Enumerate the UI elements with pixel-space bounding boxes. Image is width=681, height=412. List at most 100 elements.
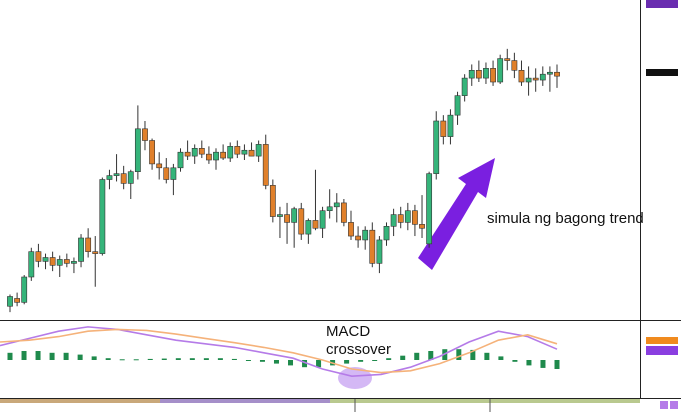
time-strip (330, 399, 640, 403)
candle-body (14, 298, 21, 303)
candle-body (191, 148, 198, 157)
candle-body (525, 77, 532, 83)
candle-body (149, 140, 155, 165)
histogram-bar (526, 360, 532, 366)
candle-body (532, 77, 539, 81)
candle-body (412, 210, 418, 225)
histogram-bar (554, 360, 560, 369)
candle-body (127, 171, 134, 184)
candle-body (383, 226, 390, 241)
histogram-bar (498, 356, 504, 360)
trend-annotation: simula ng bagong trend (487, 210, 644, 227)
histogram-bar (456, 349, 462, 360)
histogram-bar (21, 351, 27, 360)
histogram-bar (217, 358, 223, 360)
candle-body (312, 220, 319, 229)
candle-body (227, 146, 234, 159)
candle-body (340, 202, 347, 223)
candle-body (284, 214, 290, 223)
macd-line (0, 326, 558, 378)
candle-body (85, 237, 92, 252)
candle-body (355, 235, 361, 241)
candle-body (206, 153, 212, 161)
candle-body (433, 120, 440, 174)
candle-body (348, 222, 354, 237)
candle-body (7, 296, 13, 307)
candle-body (120, 173, 127, 184)
candle-body (326, 206, 333, 212)
candle-body (362, 229, 369, 241)
candle-body (419, 224, 425, 229)
candle-body (554, 71, 560, 77)
histogram-bar (175, 358, 181, 360)
histogram-bar (189, 358, 195, 360)
histogram-bar (119, 359, 125, 361)
histogram-bar (161, 358, 167, 360)
candle-body (511, 60, 518, 71)
candle-body (305, 220, 312, 235)
candle-body (106, 175, 113, 180)
candle-body (454, 95, 461, 116)
candle-body (248, 149, 255, 157)
histogram-bar (358, 360, 364, 362)
candle-body (56, 259, 63, 266)
macd-annotation: MACD (326, 323, 370, 340)
candle-body (35, 251, 42, 262)
candle-body (99, 179, 106, 254)
axis-marker (646, 0, 678, 8)
candle-body (42, 257, 49, 262)
macd-line (0, 328, 558, 374)
candle-body (92, 251, 99, 254)
histogram-bar (231, 358, 237, 360)
time-strip (160, 399, 330, 403)
candle-body (134, 128, 141, 173)
candle-body (518, 70, 525, 83)
histogram-bar (316, 360, 322, 368)
candle-body (475, 70, 482, 79)
candle-body (461, 77, 468, 96)
histogram-bar (245, 360, 251, 361)
histogram-bar (133, 359, 139, 361)
histogram-bar (63, 352, 69, 360)
candle-body (468, 70, 475, 79)
candle-body (71, 261, 77, 264)
candle-body (142, 128, 148, 141)
axis-marker (646, 69, 678, 76)
candle-body (28, 251, 35, 278)
candle-body (440, 120, 447, 137)
histogram-bar (77, 354, 83, 360)
candle-body (78, 237, 84, 262)
histogram-bar (386, 358, 392, 360)
candle-body (333, 202, 340, 208)
histogram-bar (105, 358, 111, 360)
histogram-bar (470, 349, 476, 360)
candle-body (319, 210, 326, 229)
candle-body (163, 167, 170, 180)
trend-arrow (418, 158, 495, 270)
histogram-bar (400, 355, 406, 360)
candle-body (397, 214, 404, 223)
candle-body (404, 210, 411, 223)
histogram-bar (259, 360, 265, 362)
candle-body (539, 73, 546, 81)
candle-body (504, 58, 511, 61)
candle-body (447, 114, 454, 137)
histogram-bar (484, 352, 490, 360)
candle-body (241, 149, 248, 155)
candle-body (298, 208, 305, 235)
histogram-bar (273, 360, 279, 364)
candle-body (376, 239, 383, 264)
histogram-bar (147, 358, 153, 360)
time-strip (0, 399, 160, 403)
candle-body (213, 151, 219, 161)
candle-body (497, 58, 504, 83)
histogram-bar (512, 360, 518, 362)
histogram-bar (288, 360, 294, 366)
candle-body (198, 148, 205, 155)
candle-body (156, 163, 163, 169)
icon (660, 401, 668, 409)
histogram-bar (428, 351, 434, 360)
histogram-bar (302, 360, 308, 368)
histogram-bar (35, 351, 41, 360)
